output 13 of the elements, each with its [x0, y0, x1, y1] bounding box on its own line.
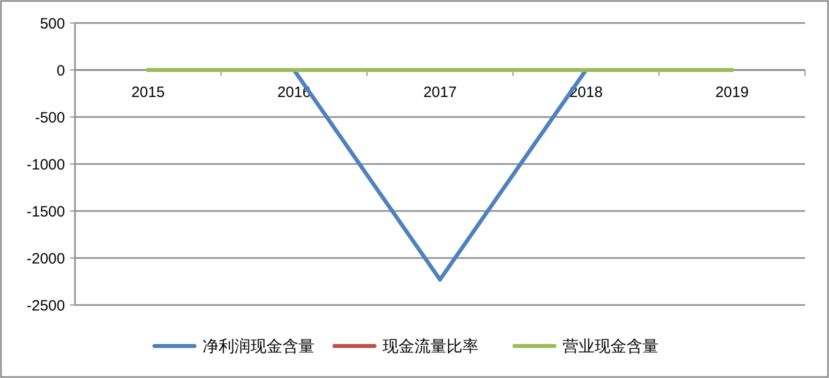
- y-tick-label: -1000: [26, 156, 65, 174]
- x-tick-label: 2019: [715, 84, 749, 101]
- y-tick-label: -2500: [26, 297, 65, 314]
- legend-label: 现金流量比率: [382, 336, 478, 356]
- x-tick-label: 2015: [131, 84, 165, 101]
- legend-label: 净利润现金含量: [202, 336, 314, 356]
- y-tick-label: 0: [56, 62, 65, 80]
- y-tick-label: -2000: [26, 250, 65, 268]
- y-tick-label: -1500: [26, 203, 65, 220]
- legend-label: 营业现金含量: [562, 336, 658, 356]
- x-tick-label: 2017: [423, 84, 457, 101]
- y-tick-label: 500: [40, 15, 65, 32]
- y-tick-label: -500: [34, 109, 65, 126]
